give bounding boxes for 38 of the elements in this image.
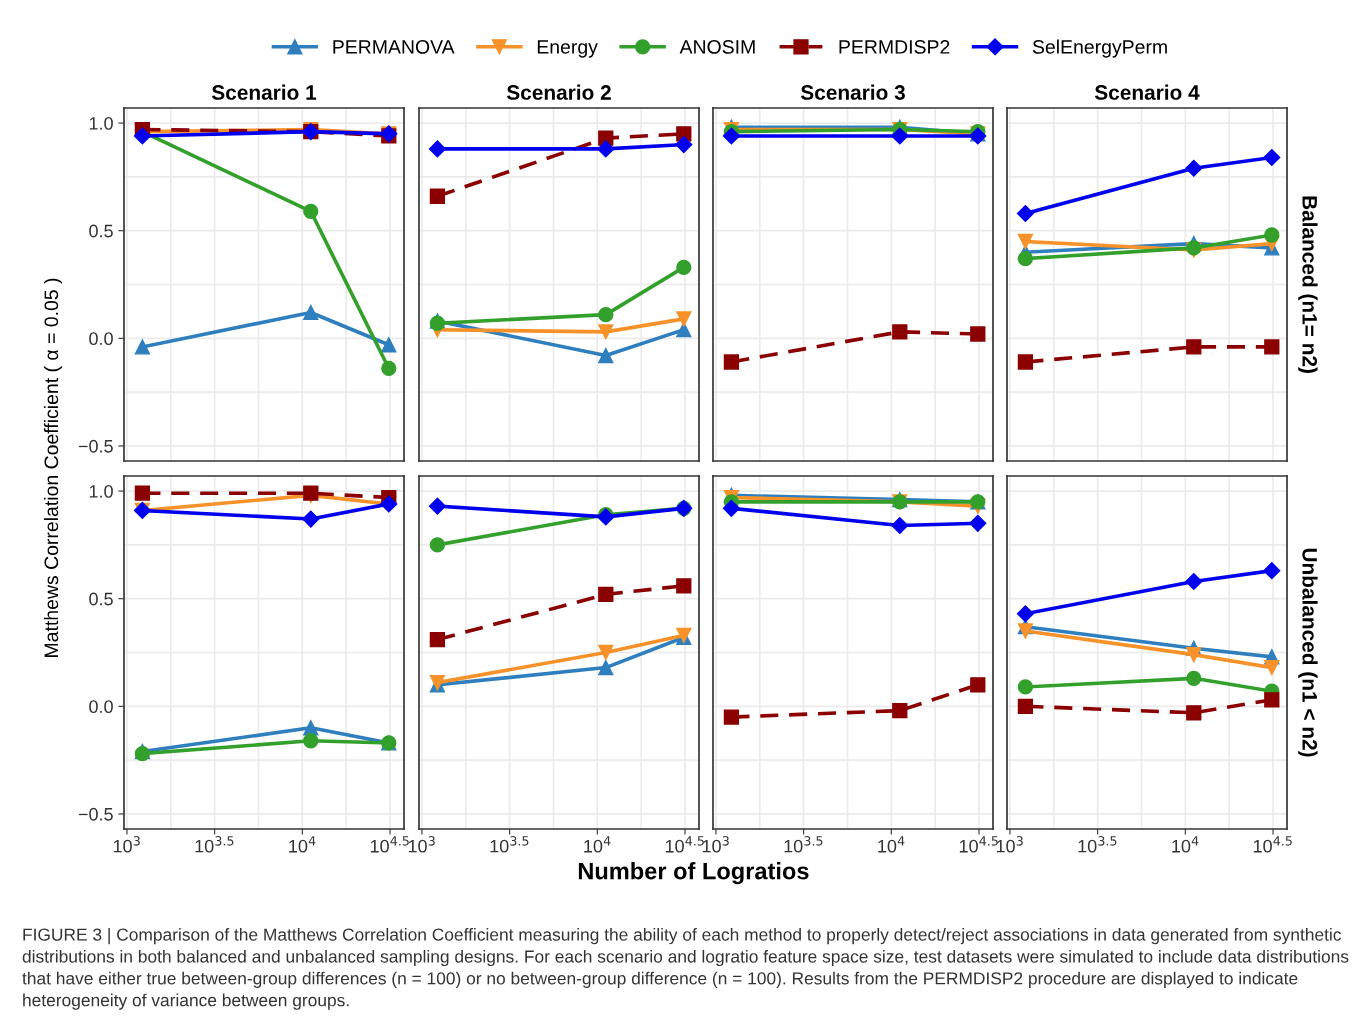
legend-label: PERMANOVA [333, 40, 455, 54]
y-tick-label: 0.0 [89, 332, 113, 346]
y-tick-label: 1.0 [89, 485, 113, 498]
y-tick-label: −0.5 [78, 439, 113, 453]
x-tick-label: 10$^{4}$ [1172, 836, 1199, 853]
x-tick-label: 10$^{3}$ [702, 836, 729, 853]
x-tick-label: 10$^{3.5}$ [1078, 836, 1117, 853]
y2-axis-title: Balanced (n1= n2) [1298, 196, 1318, 373]
legend-label: Energy [537, 40, 598, 58]
x-tick-label: 10$^{4}$ [289, 836, 316, 853]
x-tick-label: 10$^{3.5}$ [784, 836, 823, 853]
caption: FIGURE 3 | Comparison of the Matthews Correlation Coefficient measuring the ability of each method to properly detect/reject associations in data generated from synthetic distributions in both balanced and unbalanced sampling designs. For each scenario and logratio feature space size, test datasets were simulated to include data distributions that have either true between-group differences (n = 100) or no between-group difference (n = 100). Results from the PERMDISP2 procedure are displayed to indicate heterogeneity of variance between groups. [22, 928, 1349, 1010]
x-tick-label: 10$^{3}$ [408, 836, 435, 853]
chart-title: Scenario 2 [506, 84, 611, 100]
x-tick-label: 10$^{3.5}$ [195, 836, 234, 853]
x-tick-label: 10$^{3}$ [113, 836, 140, 853]
x-tick-label: 10$^{3}$ [996, 836, 1023, 853]
x-tick-label: 10$^{4}$ [584, 836, 611, 853]
x-tick-label: 10$^{4.5}$ [959, 836, 998, 853]
legend-label: PERMDISP2 [839, 40, 950, 54]
x-tick-label: 10$^{4.5}$ [665, 836, 704, 853]
legend-label: ANOSIM [679, 40, 755, 54]
x-tick-label: 10$^{3.5}$ [490, 836, 529, 853]
y-tick-label: 0.0 [89, 700, 113, 714]
y-tick-label: 0.5 [89, 224, 113, 238]
x-tick-label: 10$^{4.5}$ [1253, 836, 1292, 853]
x-tick-label: 10$^{4.5}$ [370, 836, 409, 853]
y-axis-title: Matthews Correlation Coefficient ( α = 0.05 ) [43, 278, 63, 657]
y-tick-label: −0.5 [78, 807, 113, 821]
legend-label: SelEnergyPerm [1032, 39, 1167, 58]
chart-title: Scenario 3 [800, 84, 905, 100]
y2-axis-title: Unbalanced (n1 < n2) [1298, 548, 1318, 757]
y-tick-label: 1.0 [89, 117, 113, 130]
chart-title: Scenario 1 [211, 84, 317, 100]
chart-title: Scenario 4 [1094, 84, 1200, 100]
x-axis-title: Number of Logratios [578, 862, 809, 885]
x-tick-label: 10$^{4}$ [878, 836, 905, 853]
y-tick-label: 0.5 [89, 592, 113, 606]
